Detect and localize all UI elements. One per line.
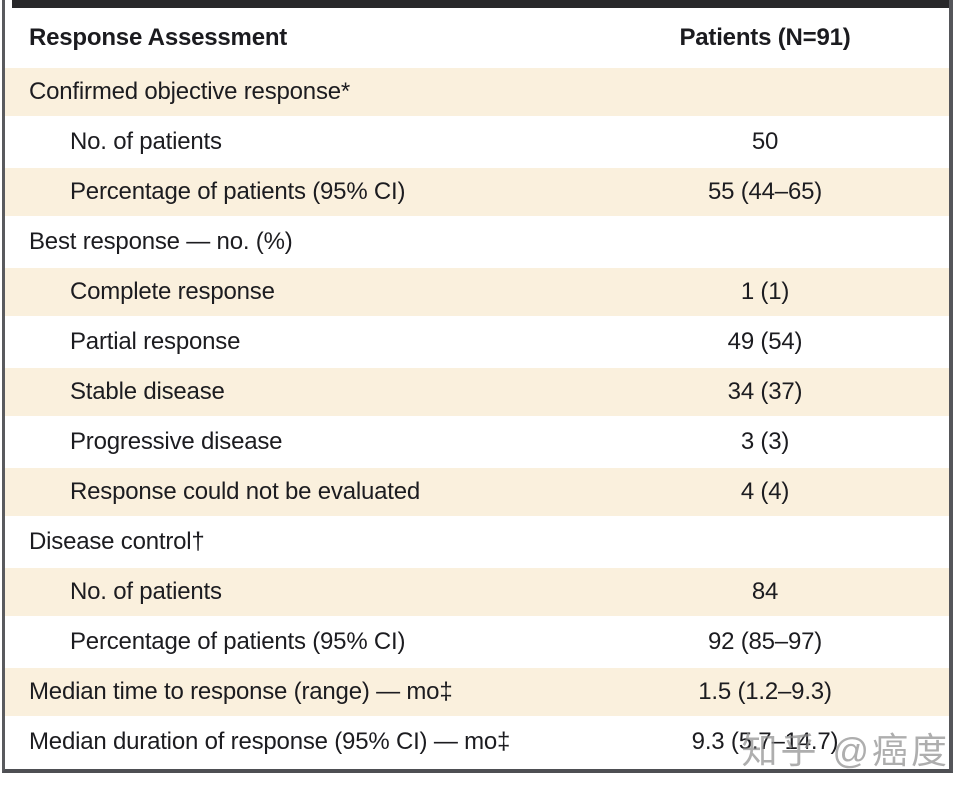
row-value: 1.5 (1.2–9.3) (698, 678, 832, 705)
row-value: 84 (751, 578, 779, 605)
table-row-disease-control-percentage: Percentage of patients (95% CI) 92 (85–9… (5, 618, 949, 668)
row-label: Disease control† (29, 528, 205, 555)
row-label: Confirmed objective response* (29, 78, 351, 105)
row-value: 1 (1) (740, 278, 790, 305)
table-row-disease-control: Disease control† (5, 518, 949, 568)
row-value: 49 (54) (727, 328, 803, 355)
table-header-row: Response Assessment Patients (N=91) (5, 8, 949, 68)
row-label: Median time to response (range) — mo‡ (29, 678, 453, 705)
row-label: Response could not be evaluated (70, 478, 421, 505)
table-row-partial-response: Partial response 49 (54) (5, 318, 949, 368)
table-row-no-of-patients: No. of patients 50 (5, 118, 949, 168)
row-label: No. of patients (70, 578, 222, 605)
row-label: Stable disease (70, 378, 225, 405)
row-label: Best response — no. (%) (29, 228, 293, 255)
row-label: Partial response (70, 328, 241, 355)
table-row-best-response: Best response — no. (%) (5, 218, 949, 268)
table-row-complete-response: Complete response 1 (1) (5, 268, 949, 318)
table-row-disease-control-no-of-patients: No. of patients 84 (5, 568, 949, 618)
row-value: 92 (85–97) (707, 628, 823, 655)
row-label: Median duration of response (95% CI) — m… (29, 728, 511, 755)
column-header-response-assessment: Response Assessment (29, 24, 288, 51)
table-row-median-duration-of-response: Median duration of response (95% CI) — m… (5, 718, 949, 768)
row-value: 9.3 (5.7–14.7) (691, 728, 839, 755)
row-label: Complete response (70, 278, 275, 305)
table-frame: Response Assessment Patients (N=91) Conf… (2, 0, 953, 773)
table-row-progressive-disease: Progressive disease 3 (3) (5, 418, 949, 468)
table-top-rule (12, 0, 949, 8)
table-row-median-time-to-response: Median time to response (range) — mo‡ 1.… (5, 668, 949, 718)
table-row-response-not-evaluated: Response could not be evaluated 4 (4) (5, 468, 949, 518)
row-label: Progressive disease (70, 428, 283, 455)
row-value: 4 (4) (740, 478, 790, 505)
row-value: 3 (3) (740, 428, 790, 455)
row-value: 34 (37) (727, 378, 803, 405)
row-label: Percentage of patients (95% CI) (70, 628, 406, 655)
row-label: No. of patients (70, 128, 222, 155)
column-header-patients: Patients (N=91) (679, 24, 851, 51)
row-value: 55 (44–65) (707, 178, 823, 205)
table-row-percentage-of-patients: Percentage of patients (95% CI) 55 (44–6… (5, 168, 949, 218)
table-row-stable-disease: Stable disease 34 (37) (5, 368, 949, 418)
row-value: 50 (751, 128, 779, 155)
table-row-confirmed-objective-response: Confirmed objective response* (5, 68, 949, 118)
row-label: Percentage of patients (95% CI) (70, 178, 406, 205)
